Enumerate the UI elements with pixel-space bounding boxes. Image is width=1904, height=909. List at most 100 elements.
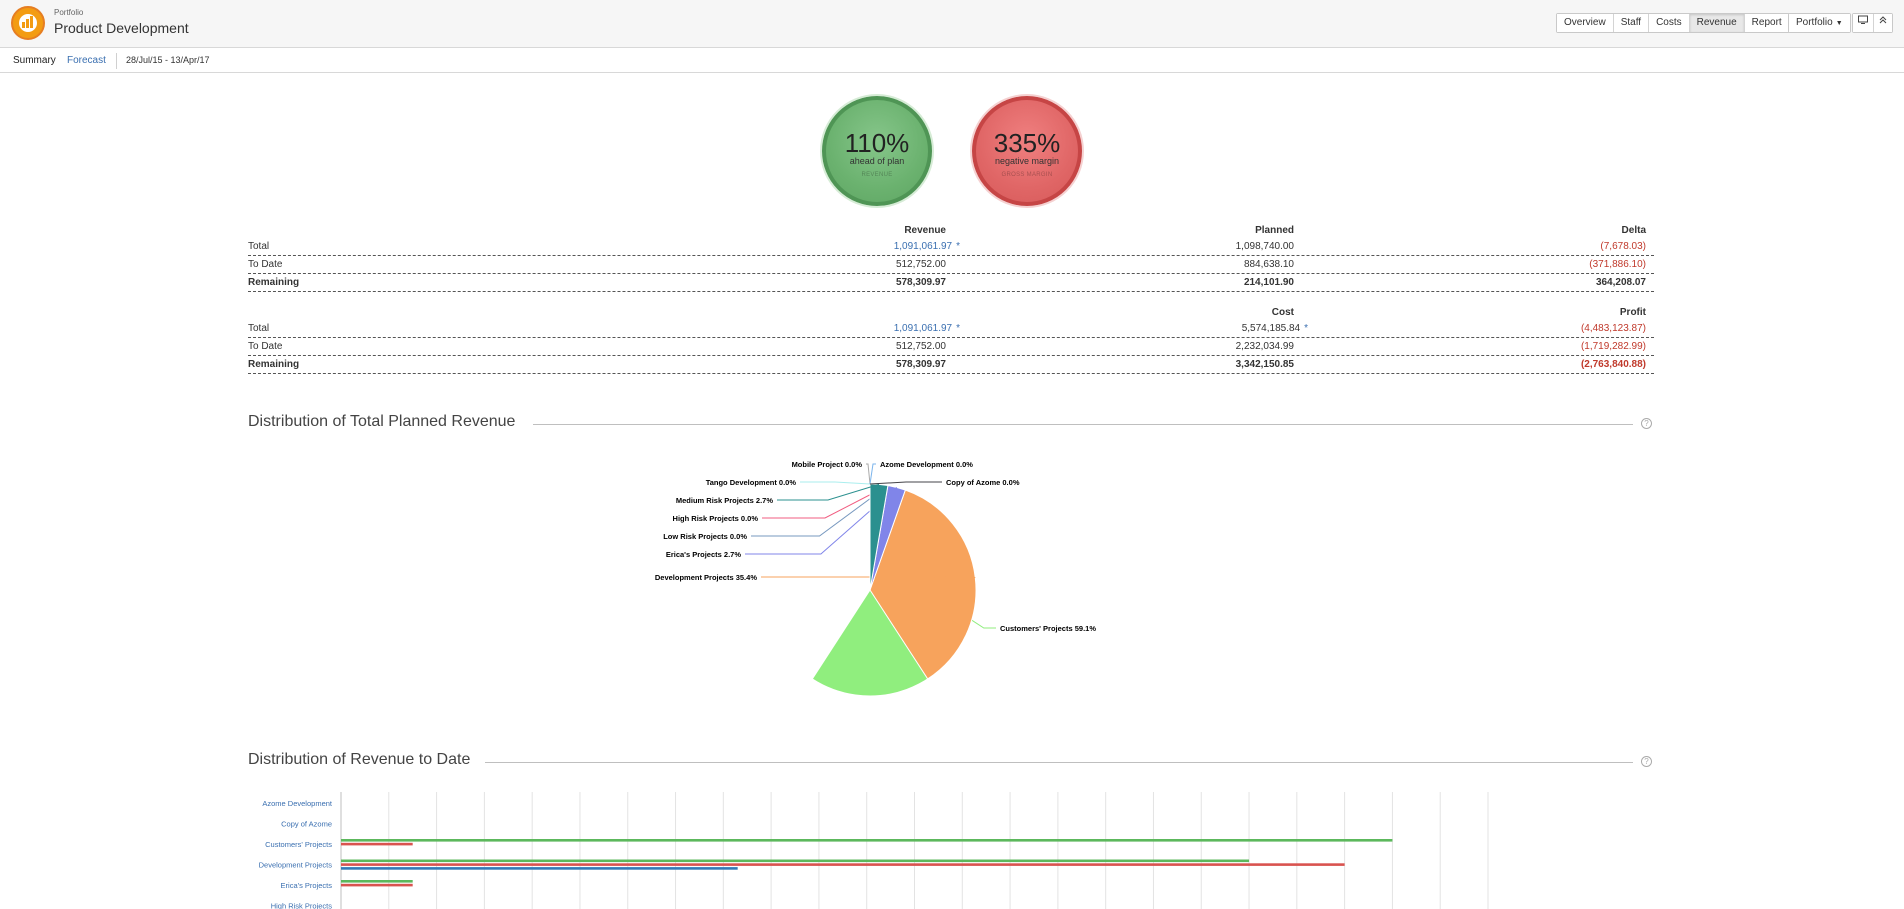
pie-label-mobile-project: Mobile Project 0.0% [792,460,863,469]
col-cost-header: Cost [1271,307,1294,318]
col-planned-header: Planned [1255,225,1294,236]
table-row: Remaining 578,309.97 3,342,150.85 (2,763… [248,356,1654,374]
badge-value: 335% [993,128,1061,158]
portfolio-dropdown[interactable]: Portfolio ▼ [1788,13,1851,33]
cost-value[interactable]: 5,574,185.84 * [1241,323,1308,334]
help-icon[interactable]: ? [1641,756,1652,767]
table-row: Total 1,091,061.97 * 1,098,740.00 (7,678.… [248,238,1654,256]
profit-value: (2,763,840.88) [1580,359,1646,370]
table-header: Cost Profit [248,305,1654,320]
pie-connector-line [761,576,976,578]
summary-link[interactable]: Summary [13,55,56,66]
tab-revenue[interactable]: Revenue [1689,14,1745,32]
forecast-link[interactable]: Forecast [67,55,106,66]
pie-connector-line [869,463,876,485]
bar-planned-erica-s-projects[interactable] [341,880,413,883]
revenue-value: 578,309.97 [895,277,946,288]
delta-value: (371,886.10) [1589,259,1646,270]
top-header: Portfolio Product Development Overview S… [0,0,1904,48]
table-row: Remaining 578,309.97 214,101.90 364,208.… [248,274,1654,292]
category-label-development-projects[interactable]: Development Projects [259,861,333,870]
col-delta-header: Delta [1621,225,1646,236]
revenue-value: 512,752.00 [895,341,946,352]
bar-chart: Azome Development Copy of Azome Customers'… [259,792,1489,909]
planned-value: 214,101.90 [1243,277,1294,288]
row-label: To Date [248,259,283,270]
badge-text: negative margin [994,156,1060,166]
divider [116,53,117,69]
section-divider [485,762,1633,763]
delta-value: 364,208.07 [1595,277,1646,288]
category-label-high-risk-projects[interactable]: High Risk Projects [271,902,333,909]
table-row: To Date 512,752.00 2,232,034.99 (1,719,2… [248,338,1654,356]
table-header: Revenue Planned Delta [248,223,1654,238]
badge-value: 110% [844,128,910,158]
display-controls [1852,13,1893,33]
badge-text: ahead of plan [849,156,905,166]
bar-planned-customers-projects[interactable] [341,839,1393,842]
category-label-erica-s-projects[interactable]: Erica's Projects [281,881,333,890]
breadcrumb[interactable]: Portfolio [54,8,84,17]
badge-caption: GROSS MARGIN [1001,172,1053,178]
section-title: Distribution of Revenue to Date [248,751,471,768]
row-label: Remaining [248,359,300,370]
pie-label-azome-development: Azome Development 0.0% [880,460,973,469]
bar-revenue-development-projects[interactable] [341,867,738,870]
bar-cost-development-projects[interactable] [341,863,1345,866]
col-revenue-header: Revenue [904,225,946,236]
profit-value: (4,483,123.87) [1580,323,1646,334]
portfolio-dropdown-label: Portfolio [1796,17,1833,28]
col-profit-header: Profit [1619,307,1646,318]
tab-report[interactable]: Report [1744,14,1789,32]
table-row: To Date 512,752.00 884,638.10 (371,886.1… [248,256,1654,274]
pie-connector-line [869,481,942,485]
revenue-value: 578,309.97 [895,359,946,370]
margin-status-badge: 335% negative margin GROSS MARGIN [972,96,1082,206]
view-tabs: Overview Staff Costs Revenue Report [1556,13,1790,33]
pie-connector-line [762,485,889,519]
tab-costs[interactable]: Costs [1649,14,1690,32]
edited-star-icon: * [956,323,960,334]
pie-label-high-risk-projects: High Risk Projects 0.0% [673,514,759,523]
tab-staff[interactable]: Staff [1613,14,1650,32]
sub-navigation: Summary Forecast 28/Jul/15 - 13/Apr/17 [0,48,1904,73]
pie-connector-line [800,481,871,485]
edited-star-icon: * [956,241,960,252]
cost-value: 2,232,034.99 [1235,341,1294,352]
row-label: Remaining [248,277,300,288]
revenue-value[interactable]: 1,091,061.97 * [893,241,960,252]
revenue-summary-table: Revenue Planned Delta Total 1,091,061.97… [248,223,1654,292]
bar-planned-development-projects[interactable] [341,859,1250,863]
category-label-azome-development[interactable]: Azome Development [262,799,333,808]
revenue-status-badge: 110% ahead of plan REVENUE [822,96,932,206]
category-label-customers-projects[interactable]: Customers' Projects [265,840,332,849]
pie-label-copy-of-azome: Copy of Azome 0.0% [946,478,1020,487]
row-label: Total [248,241,270,252]
delta-value: (7,678.03) [1600,241,1646,252]
portfolio-dropdown-button[interactable]: Portfolio ▼ [1789,14,1850,32]
table-row: Total 1,091,061.97 * 5,574,185.84 * (4,483… [248,320,1654,338]
pie-chart: Customers' Projects 59.1% Development Pro… [655,460,1096,697]
badge-caption: REVENUE [861,172,893,178]
tab-overview[interactable]: Overview [1557,14,1614,32]
bar-cost-customers-projects[interactable] [341,842,413,846]
pie-label-low-risk-projects: Low Risk Projects 0.0% [663,532,747,541]
revenue-value[interactable]: 1,091,061.97 * [893,323,960,334]
app-logo-icon[interactable] [11,6,45,40]
planned-value: 1,098,740.00 [1235,241,1294,252]
category-label-copy-of-azome[interactable]: Copy of Azome [281,820,332,829]
row-label: To Date [248,341,283,352]
pie-label-medium-risk-projects: Medium Risk Projects 2.7% [676,496,773,505]
pie-label-erica-s-projects: Erica's Projects 2.7% [666,550,741,559]
bar-cost-erica-s-projects[interactable] [341,883,413,887]
pie-label-customers-projects: Customers' Projects 59.1% [1000,624,1096,633]
pie-connector-line [866,463,871,485]
date-range[interactable]: 28/Jul/15 - 13/Apr/17 [126,55,210,65]
profit-summary-table: Cost Profit Total 1,091,061.97 * 5,574,18… [248,305,1654,374]
help-icon[interactable]: ? [1641,418,1652,429]
cost-value: 3,342,150.85 [1235,359,1294,370]
section-title: Distribution of Total Planned Revenue [248,413,516,430]
chevron-up-icon[interactable] [1874,14,1892,32]
pie-connector-line [777,483,880,501]
monitor-icon[interactable] [1853,14,1874,32]
